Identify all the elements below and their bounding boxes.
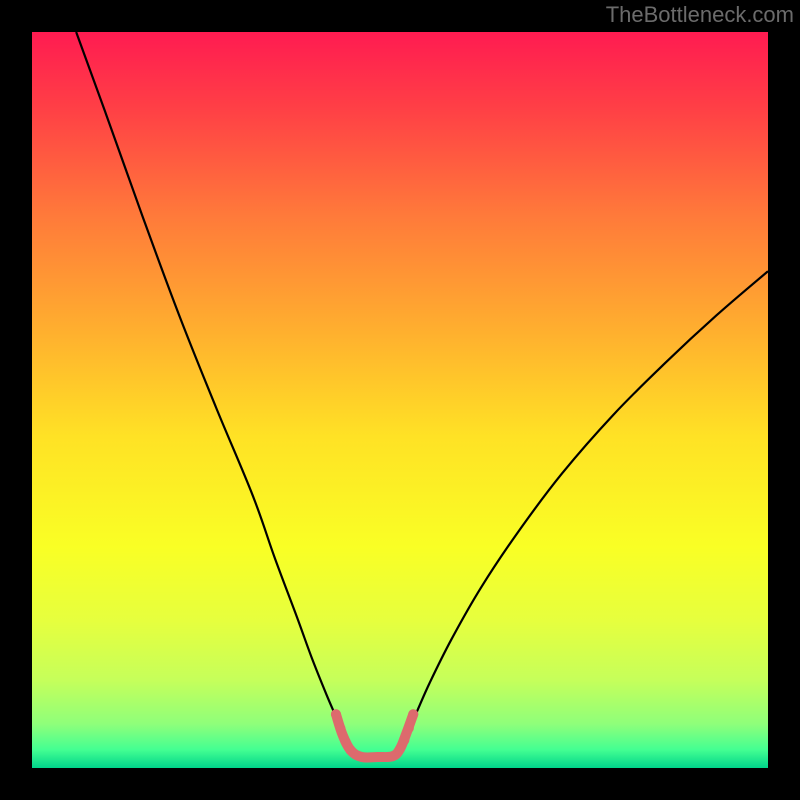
chart-container: TheBottleneck.com	[0, 0, 800, 800]
valley-marker	[399, 735, 409, 745]
valley-marker	[335, 723, 345, 733]
valley-marker	[395, 744, 405, 754]
valley-marker	[404, 723, 414, 733]
valley-marker	[341, 737, 351, 747]
chart-svg	[32, 32, 768, 768]
valley-marker	[408, 709, 418, 719]
watermark-text: TheBottleneck.com	[606, 2, 794, 28]
plot-area	[32, 32, 768, 768]
gradient-background	[32, 32, 768, 768]
valley-marker	[331, 709, 341, 719]
valley-marker	[357, 752, 367, 762]
valley-marker	[346, 745, 356, 755]
valley-marker	[388, 751, 398, 761]
valley-marker	[373, 752, 383, 762]
